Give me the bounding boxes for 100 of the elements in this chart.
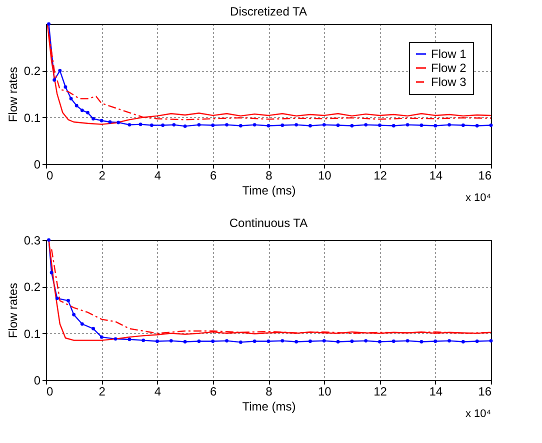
x-tick-label: 16 <box>478 168 492 182</box>
x-tick-label: 8 <box>266 168 273 182</box>
x-tick-label: 16 <box>478 384 492 398</box>
point <box>280 339 284 343</box>
point <box>52 78 56 82</box>
point <box>116 120 120 124</box>
point <box>80 108 84 112</box>
point <box>448 339 452 343</box>
point <box>378 340 382 344</box>
point <box>475 340 479 343</box>
point <box>420 340 424 344</box>
x-tick-label: 0 <box>46 384 54 398</box>
y-tick-label: 0.1 <box>24 110 41 125</box>
point <box>238 340 242 344</box>
point <box>420 124 424 127</box>
point <box>156 340 159 343</box>
y-tick-label: 0.2 <box>24 64 41 78</box>
point <box>336 124 340 127</box>
y-tick-label: 0 <box>34 158 41 172</box>
point <box>266 340 270 343</box>
point <box>150 124 154 127</box>
point <box>172 123 176 127</box>
point <box>55 296 59 300</box>
point <box>161 124 165 127</box>
x-tick-label: 6 <box>210 168 218 182</box>
legend-label: Flow 2 <box>431 61 467 75</box>
point <box>489 124 493 127</box>
point <box>92 326 96 330</box>
point <box>92 117 96 120</box>
point <box>434 124 438 128</box>
point <box>406 123 410 127</box>
x-tick-label: 0 <box>46 168 54 182</box>
x-tick-label: 4 <box>154 168 162 182</box>
x-tick-label: 12 <box>374 168 388 182</box>
point <box>378 124 382 127</box>
y-tick-label: 0.3 <box>24 234 41 248</box>
x-tick-label: 8 <box>266 384 273 398</box>
point <box>50 270 54 274</box>
point <box>392 124 396 128</box>
point <box>58 68 62 72</box>
point <box>461 340 465 344</box>
point <box>197 340 201 343</box>
point <box>211 124 215 127</box>
legend-label: Flow 1 <box>431 47 467 61</box>
point <box>197 123 201 127</box>
x-tick-label: 10 <box>318 384 332 398</box>
point <box>448 123 452 127</box>
chart-title: Discretized TA <box>230 4 307 18</box>
point <box>100 335 104 339</box>
x-tick-label: 2 <box>98 168 106 182</box>
x-tick-label: 10 <box>318 168 332 182</box>
point <box>294 340 298 344</box>
point <box>169 339 173 343</box>
y-tick-label: 0.1 <box>24 326 41 341</box>
point <box>308 340 312 343</box>
point <box>138 122 142 126</box>
chart-title: Continuous TA <box>229 216 308 230</box>
x-tick-label: 12 <box>374 384 388 398</box>
point <box>72 312 76 316</box>
point <box>211 340 215 343</box>
x-tick-label: 14 <box>429 168 443 182</box>
legend-label: Flow 3 <box>431 75 467 89</box>
point <box>280 124 284 127</box>
point <box>66 298 70 302</box>
point <box>252 123 256 127</box>
x-axis-title: Time (ms) <box>242 184 296 198</box>
point <box>100 118 104 122</box>
point <box>489 339 493 343</box>
y-tick-label: 0 <box>34 374 41 388</box>
y-axis-title: Flow rates <box>6 66 20 122</box>
point <box>434 340 438 343</box>
point <box>142 338 146 342</box>
point <box>461 124 465 127</box>
x-tick-label: 6 <box>210 384 218 398</box>
y-tick-label: 0.2 <box>24 280 41 294</box>
point <box>183 124 187 128</box>
point <box>392 340 396 343</box>
point <box>128 338 132 342</box>
point <box>74 104 78 108</box>
point <box>322 339 326 343</box>
point <box>364 339 368 343</box>
text: x 10⁴ <box>465 192 492 204</box>
text: x 10⁴ <box>465 408 492 420</box>
x-tick-label: 2 <box>98 384 106 398</box>
point <box>108 120 112 124</box>
point <box>266 124 270 128</box>
point <box>322 123 326 127</box>
x-axis-title: Time (ms) <box>242 400 296 414</box>
point <box>47 22 51 26</box>
point <box>183 340 187 344</box>
point <box>336 340 340 344</box>
point <box>350 340 354 343</box>
point <box>252 340 256 343</box>
point <box>225 339 229 343</box>
point <box>238 124 242 128</box>
point <box>350 124 354 128</box>
point <box>86 110 90 114</box>
point <box>64 85 68 89</box>
point <box>114 337 118 341</box>
point <box>364 123 368 127</box>
